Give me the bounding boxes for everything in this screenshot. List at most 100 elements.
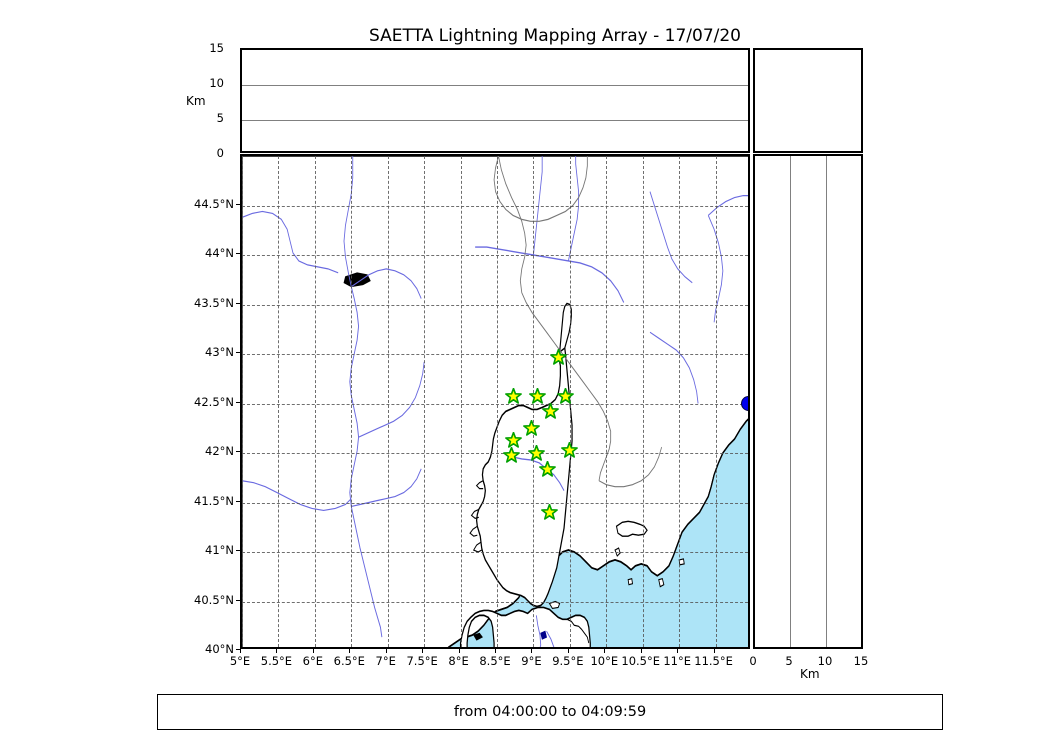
- map-ytickmark-1: [236, 599, 240, 601]
- coastline-corsica-gulfs: [469, 480, 484, 553]
- map-ytickmark-7: [236, 302, 240, 304]
- map-xtickmark-6: [458, 649, 460, 653]
- corner-panel[interactable]: [753, 48, 863, 153]
- lma-station-02[interactable]: [505, 387, 523, 405]
- border-switzerland: [493, 156, 588, 222]
- river-adige: [649, 191, 693, 284]
- map-xtick-7: 8.5°E: [479, 654, 511, 668]
- map-xtickmark-1: [276, 649, 278, 653]
- top-panel-ytick-0: 0: [216, 146, 224, 160]
- top-panel-gridline-5: [242, 120, 748, 121]
- map-gridline-lat-2: [242, 552, 748, 553]
- map-gridline-lat-1: [242, 601, 748, 603]
- river-po: [475, 246, 625, 303]
- map-ytick-5: 42.5°N: [194, 394, 234, 409]
- map-gridline-lon-13: [715, 156, 717, 647]
- map-xtickmark-3: [349, 649, 351, 653]
- map-ytick-4: 42°N: [205, 444, 234, 458]
- right-panel-xtick-0: 0: [749, 654, 757, 668]
- map-gridline-lon-5: [424, 156, 426, 647]
- map-ytick-0: 40°N: [205, 642, 234, 656]
- lma-station-11[interactable]: [538, 461, 556, 478]
- map-ytickmark-2: [236, 550, 240, 551]
- map-gridline-lon-0: [242, 156, 243, 647]
- map-xtick-10: 10°E: [590, 654, 619, 668]
- river-golo: [504, 452, 565, 492]
- map-gridline-lon-11: [642, 156, 644, 647]
- lightning-source-01[interactable]: [740, 396, 748, 411]
- map-xtick-3: 6.5°E: [333, 654, 365, 668]
- map-gridline-lon-7: [497, 156, 498, 647]
- map-xtickmark-13: [713, 649, 715, 653]
- map-ytick-3: 41.5°N: [194, 493, 234, 508]
- lma-station-05[interactable]: [542, 402, 560, 420]
- map-gridline-lon-10: [606, 156, 608, 647]
- time-range-label: from 04:00:00 to 04:09:59: [453, 704, 647, 720]
- map-gridline-lon-12: [679, 156, 681, 647]
- map-xtick-12: 11°E: [663, 654, 691, 668]
- map-xtickmark-12: [677, 649, 679, 653]
- map-gridline-lat-9: [242, 205, 748, 207]
- map-xtickmark-7: [495, 649, 496, 653]
- lma-station-01[interactable]: [550, 349, 568, 366]
- top-panel-ytick-5: 5: [216, 111, 224, 125]
- river-rhone: [349, 286, 383, 638]
- map-gridline-lon-4: [387, 156, 389, 647]
- top-panel-ytick-10: 10: [209, 76, 224, 90]
- map-xtickmark-10: [604, 649, 606, 653]
- island-pianosa: [627, 578, 634, 586]
- top-altitude-longitude-panel[interactable]: [240, 48, 750, 153]
- lma-station-03[interactable]: [529, 387, 547, 405]
- map-xtick-5: 7.5°E: [406, 654, 438, 668]
- lma-station-08[interactable]: [560, 441, 578, 459]
- river-sardinia-2: [546, 630, 555, 647]
- map-xtickmark-8: [531, 649, 533, 653]
- lma-station-07[interactable]: [505, 431, 523, 449]
- right-altitude-latitude-panel[interactable]: [753, 154, 863, 649]
- map-xtickmark-9: [567, 649, 569, 653]
- map-ytick-6: 43°N: [205, 345, 234, 359]
- map-xtick-11: 10.5°E: [621, 654, 661, 668]
- river-sardinia-1: [535, 615, 542, 647]
- lma-station-12[interactable]: [541, 503, 558, 521]
- coastline-sardinia-ne: [566, 618, 590, 644]
- river-arno: [649, 331, 699, 404]
- map-ytickmark-8: [236, 253, 240, 254]
- map-ytick-7: 43.5°N: [194, 295, 234, 310]
- lma-station-04[interactable]: [557, 387, 574, 405]
- lma-station-06[interactable]: [523, 419, 541, 437]
- map-xtickmark-4: [385, 649, 387, 653]
- map-ytickmark-6: [236, 352, 240, 353]
- top-panel-gridline-10: [242, 85, 748, 86]
- map-xtick-6: 8°E: [448, 654, 469, 668]
- river-doubs: [351, 268, 422, 299]
- map-xtick-9: 9.5°E: [552, 654, 584, 668]
- map-xtick-1: 5.5°E: [260, 654, 293, 668]
- map-ytick-2: 41°N: [205, 543, 234, 557]
- island-montecristo: [658, 578, 665, 588]
- map-xtickmark-2: [312, 649, 314, 653]
- map-graticule: [242, 156, 748, 647]
- right-panel-gridline-5: [790, 156, 791, 647]
- river-isere: [358, 361, 425, 438]
- map-gridline-lon-1: [278, 156, 280, 647]
- geography-layer: [242, 156, 748, 647]
- island-elba: [615, 520, 648, 537]
- status-bar: from 04:00:00 to 04:09:59: [157, 694, 943, 730]
- border-italy-inner: [598, 446, 663, 488]
- map-xtick-2: 6°E: [302, 654, 324, 668]
- lma-station-09[interactable]: [503, 447, 520, 464]
- map-xtick-8: 9°E: [521, 654, 542, 668]
- map-ytickmark-0: [236, 649, 240, 650]
- map-xtickmark-11: [640, 649, 642, 653]
- coastline-detail-hyeres: [473, 632, 483, 641]
- map-ytick-1: 40.5°N: [194, 592, 234, 607]
- map-xtick-13: 11.5°E: [694, 654, 733, 668]
- right-panel-xtick-10: 10: [817, 654, 833, 668]
- map-gridline-lon-2: [314, 156, 316, 647]
- map-ytick-9: 44.5°N: [194, 196, 234, 211]
- map-ytick-8: 44°N: [205, 246, 234, 260]
- lma-station-10[interactable]: [527, 445, 545, 462]
- river-north-1: [242, 210, 339, 274]
- map-panel[interactable]: [240, 154, 750, 649]
